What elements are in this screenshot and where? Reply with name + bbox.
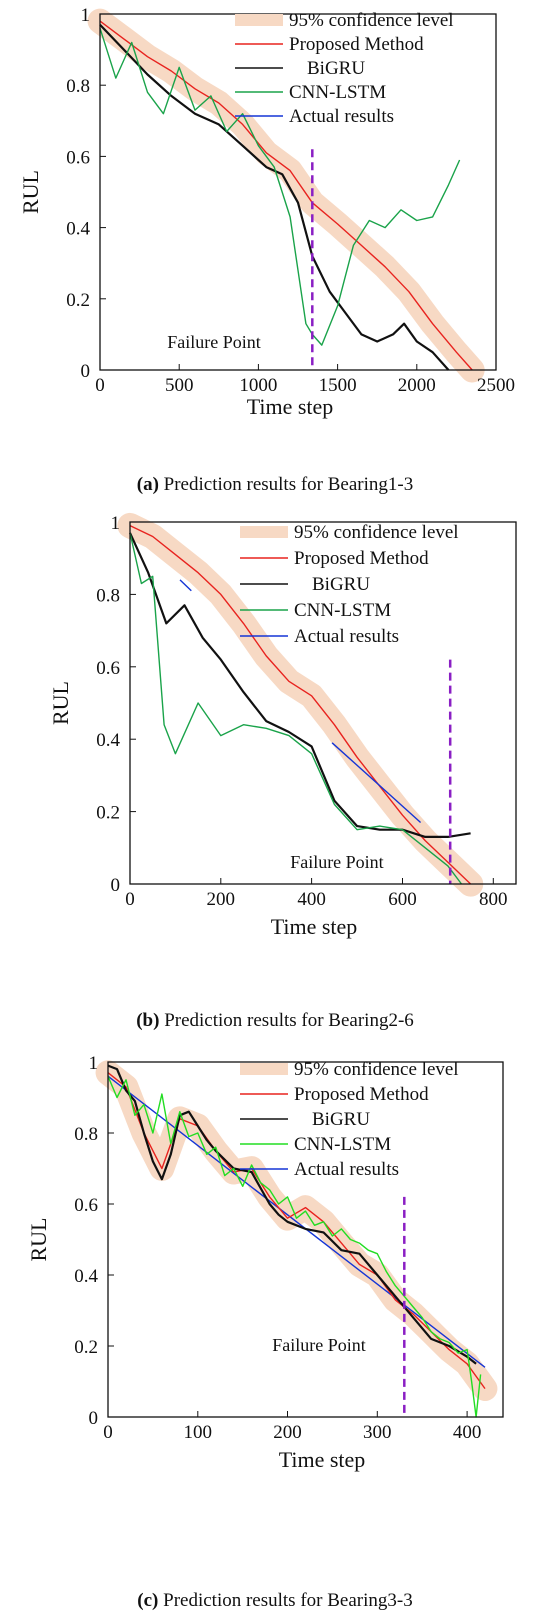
x-tick-label: 100 <box>184 1422 213 1443</box>
y-tick-label: 0.8 <box>96 585 120 606</box>
x-tick-label: 600 <box>388 889 417 910</box>
series-proposed-method-line <box>99 20 473 371</box>
y-tick-label: 0.6 <box>66 147 90 168</box>
series-actual-results-segment <box>331 742 422 824</box>
series-actual-results-segment <box>179 579 192 592</box>
x-tick-label: 0 <box>103 1422 113 1443</box>
legend-label: BiGRU <box>312 574 370 595</box>
y-axis-label: RUL <box>48 681 73 725</box>
confidence-band <box>87 8 485 383</box>
x-tick-label: 400 <box>453 1422 482 1443</box>
y-tick-label: 0.2 <box>96 803 120 824</box>
caption-c-prefix: (c) <box>137 1590 159 1611</box>
confidence-band <box>117 512 484 897</box>
x-axis-label: Time step <box>247 394 334 419</box>
series-proposed-method-line <box>129 524 472 885</box>
legend-label: BiGRU <box>307 58 365 79</box>
legend-label: CNN-LSTM <box>294 1134 391 1155</box>
legend-label: CNN-LSTM <box>294 600 391 621</box>
caption-c: (c) Prediction results for Bearing3-3 <box>0 1590 550 1612</box>
chart-c: Failure Point 0 100 200 300 400 0 0.2 0.4 0.6 0.8 1… <box>26 1053 504 1472</box>
caption-b-text: Prediction results for Bearing2-6 <box>159 1010 414 1031</box>
chart-b: Failure Point 0 200 400 600 800 0 0.2 0.4 0.6 0.8 1… <box>48 512 517 939</box>
series-cnn-lstm-line <box>107 1075 482 1418</box>
x-tick-label: 500 <box>165 375 194 396</box>
x-tick-label: 2500 <box>477 375 515 396</box>
y-tick-label: 0.2 <box>74 1337 98 1358</box>
x-tick-label: 200 <box>273 1422 302 1443</box>
axes-frame <box>107 1061 504 1418</box>
x-tick-label: 400 <box>297 889 326 910</box>
y-tick-label: 0.6 <box>74 1195 98 1216</box>
failure-point-label: Failure Point <box>290 852 384 872</box>
y-tick-label: 1 <box>111 513 121 534</box>
y-tick-label: 1 <box>81 5 91 26</box>
y-tick-label: 0 <box>81 361 91 382</box>
legend-label: Actual results <box>294 626 399 647</box>
y-axis-label: RUL <box>18 170 43 214</box>
x-tick-label: 0 <box>125 889 135 910</box>
y-axis-label: RUL <box>26 1218 51 1262</box>
x-tick-label: 200 <box>207 889 236 910</box>
legend-label: Proposed Method <box>294 548 429 569</box>
failure-point-label: Failure Point <box>167 332 260 352</box>
axes-frame <box>99 13 497 371</box>
caption-a: (a) Prediction results for Bearing1-3 <box>0 474 550 496</box>
y-tick-label: 0.8 <box>74 1124 98 1145</box>
failure-point-label: Failure Point <box>272 1335 366 1355</box>
legend-label: BiGRU <box>312 1109 370 1130</box>
legend-label: 95% confidence level <box>289 10 454 31</box>
x-axis-label: Time step <box>279 1447 366 1472</box>
x-tick-label: 800 <box>479 889 508 910</box>
series-bigru-line <box>107 1064 477 1365</box>
legend-label: Proposed Method <box>289 34 424 55</box>
legend-label: Proposed Method <box>294 1084 429 1105</box>
legend-label: Actual results <box>289 106 394 127</box>
caption-a-text: Prediction results for Bearing1-3 <box>158 474 414 495</box>
y-tick-label: 0 <box>89 1408 99 1429</box>
series-actual-results-line <box>107 1075 486 1368</box>
caption-b-prefix: (b) <box>136 1010 160 1031</box>
caption-c-text: Prediction results for Bearing3-3 <box>158 1590 413 1611</box>
y-tick-label: 1 <box>89 1053 99 1074</box>
caption-b: (b) Prediction results for Bearing2-6 <box>0 1010 550 1032</box>
y-tick-label: 0 <box>111 875 121 896</box>
x-tick-label: 300 <box>363 1422 392 1443</box>
caption-a-prefix: (a) <box>136 474 159 495</box>
y-tick-label: 0.4 <box>66 219 90 240</box>
y-tick-label: 0.4 <box>96 730 120 751</box>
x-tick-label: 2000 <box>398 375 436 396</box>
x-tick-label: 1500 <box>319 375 357 396</box>
x-tick-label: 1000 <box>239 375 277 396</box>
legend-label: Actual results <box>294 1159 399 1180</box>
y-tick-label: 0.6 <box>96 658 120 679</box>
x-tick-label: 0 <box>95 375 105 396</box>
chart-a: Failure Point 0 500 1000 1500 2000 2500 0 0.2 0.4… <box>18 5 515 419</box>
y-tick-label: 0.4 <box>74 1266 98 1287</box>
series-cnn-lstm-line <box>129 532 463 885</box>
y-tick-label: 0.8 <box>66 76 90 97</box>
legend-label: 95% confidence level <box>294 1059 459 1080</box>
series-bigru-line <box>99 23 450 371</box>
x-axis-label: Time step <box>271 914 358 939</box>
legend-label: 95% confidence level <box>294 522 459 543</box>
series-bigru-line <box>128 532 471 839</box>
legend-label: CNN-LSTM <box>289 82 386 103</box>
axes-frame <box>129 521 517 885</box>
series-cnn-lstm-line <box>99 27 461 346</box>
y-tick-label: 0.2 <box>66 290 90 311</box>
